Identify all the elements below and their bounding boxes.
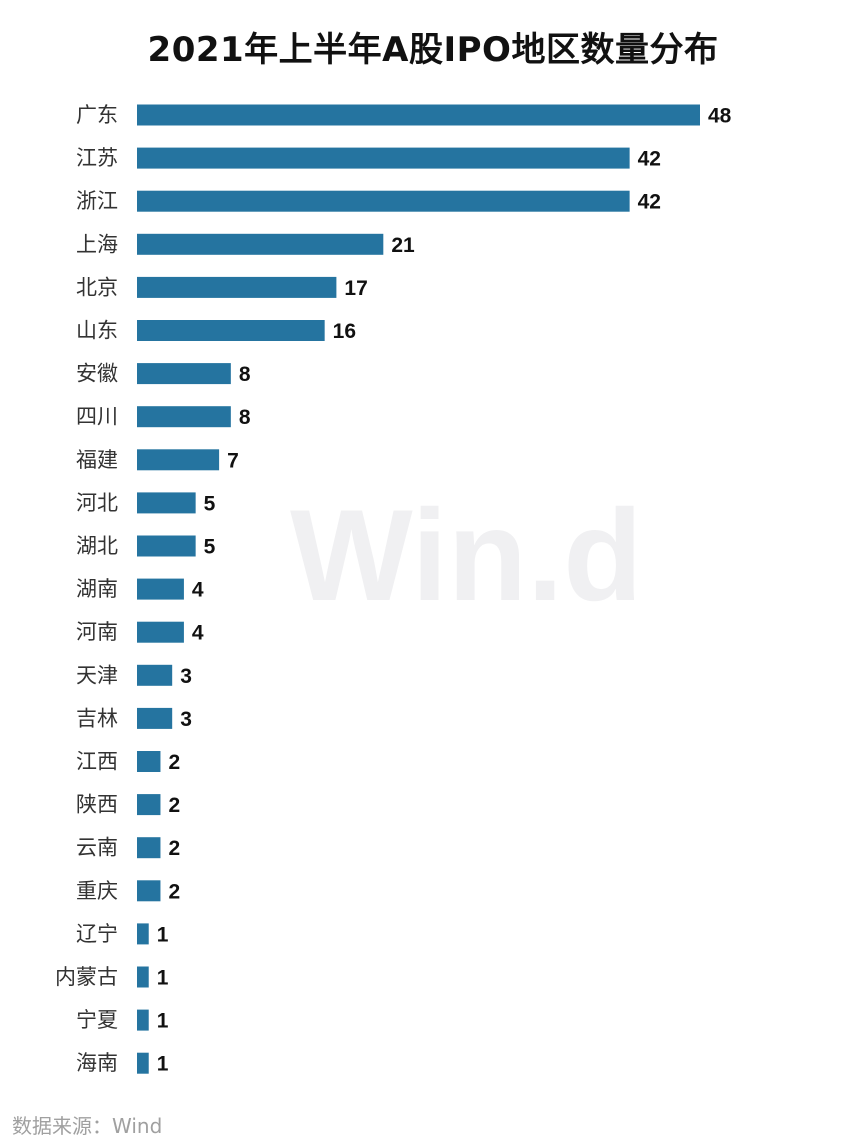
value-label: 1 xyxy=(157,923,169,946)
value-label: 7 xyxy=(227,449,239,472)
category-label: 重庆 xyxy=(76,879,118,903)
value-label: 5 xyxy=(204,492,216,515)
bar xyxy=(137,578,184,600)
category-label: 广东 xyxy=(76,103,118,127)
value-label: 42 xyxy=(638,191,661,214)
bar xyxy=(137,1052,149,1074)
bar xyxy=(137,751,161,772)
bar xyxy=(137,492,196,514)
category-label: 河南 xyxy=(76,620,118,644)
category-label: 江西 xyxy=(76,750,118,774)
value-label: 1 xyxy=(157,967,169,990)
value-label: 2 xyxy=(168,751,180,774)
category-label: 四川 xyxy=(76,405,118,429)
bar xyxy=(137,535,196,557)
category-label: 陕西 xyxy=(76,793,118,817)
bar xyxy=(137,923,149,945)
category-label: 内蒙古 xyxy=(55,965,118,989)
bar xyxy=(137,147,630,169)
watermark-logo: Win.d xyxy=(290,482,643,628)
category-label: 天津 xyxy=(76,663,118,687)
bar xyxy=(137,664,173,686)
bar xyxy=(137,449,220,471)
value-label: 8 xyxy=(239,363,251,386)
bar xyxy=(137,320,325,341)
value-label: 48 xyxy=(708,105,732,128)
category-label: 福建 xyxy=(76,448,118,472)
bar xyxy=(137,707,173,729)
value-label: 21 xyxy=(391,234,415,257)
category-label: 湖南 xyxy=(76,577,118,601)
category-label: 北京 xyxy=(76,275,118,299)
bar xyxy=(137,363,231,385)
bar xyxy=(137,104,700,126)
value-label: 1 xyxy=(157,1010,169,1033)
value-label: 17 xyxy=(344,277,367,300)
value-label: 4 xyxy=(192,579,204,602)
value-label: 16 xyxy=(333,320,356,343)
category-label: 辽宁 xyxy=(76,922,118,946)
value-label: 1 xyxy=(157,1053,169,1076)
value-label: 2 xyxy=(168,837,180,860)
category-label: 浙江 xyxy=(76,189,118,213)
category-label: 江苏 xyxy=(76,146,118,170)
value-label: 3 xyxy=(180,708,192,731)
data-source-note: 数据来源：Wind xyxy=(12,1114,163,1138)
value-label: 42 xyxy=(638,148,661,171)
bar xyxy=(137,276,337,298)
value-label: 8 xyxy=(239,406,251,429)
category-label: 宁夏 xyxy=(76,1008,118,1032)
bar xyxy=(137,966,149,988)
category-label: 吉林 xyxy=(76,706,118,730)
bar xyxy=(137,406,231,428)
chart-title: 2021年上半年A股IPO地区数量分布 xyxy=(147,30,719,70)
category-label: 湖北 xyxy=(76,534,118,558)
bar xyxy=(137,190,630,212)
bar xyxy=(137,1009,149,1031)
category-label: 安徽 xyxy=(76,362,118,386)
category-label: 山东 xyxy=(76,319,118,343)
category-label: 河北 xyxy=(76,491,118,515)
bar xyxy=(137,233,384,255)
category-label: 云南 xyxy=(76,836,118,860)
category-label: 上海 xyxy=(76,232,118,256)
value-label: 2 xyxy=(168,794,180,817)
value-label: 2 xyxy=(168,880,180,903)
bar xyxy=(137,621,184,643)
category-label: 海南 xyxy=(76,1051,118,1075)
value-label: 4 xyxy=(192,622,204,645)
bar xyxy=(137,837,161,859)
value-label: 5 xyxy=(204,536,216,559)
bar xyxy=(137,880,161,902)
value-label: 3 xyxy=(180,665,192,688)
bar xyxy=(137,794,161,816)
